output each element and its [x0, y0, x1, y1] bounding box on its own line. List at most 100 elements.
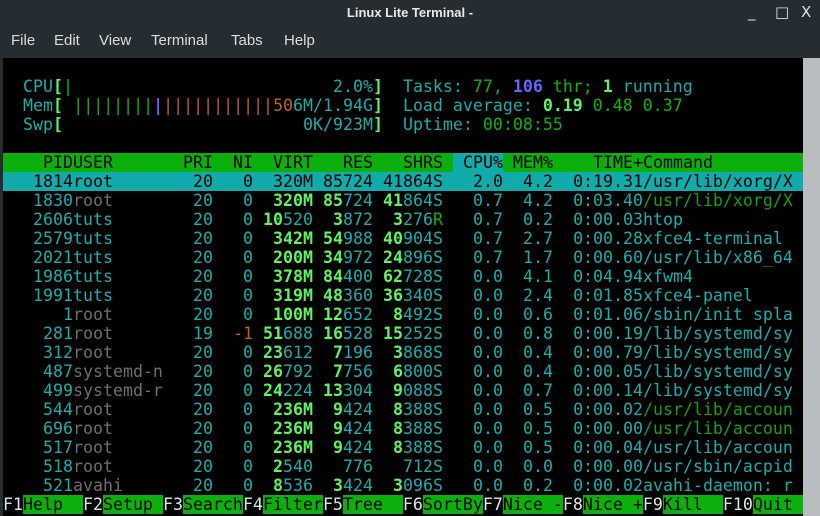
process-row[interactable]: 487systemd-n 20 0 26792 7756 6800S 0.0 0.4 0:00.…: [3, 362, 803, 381]
mem-meter-bar: ||||||||||||||||||||506M/1.94G: [63, 96, 373, 115]
column-header-ni[interactable]: NI: [233, 153, 253, 172]
menu-view[interactable]: View: [99, 32, 132, 49]
state: R: [433, 210, 443, 229]
function-key-f8[interactable]: F8Nice +: [563, 495, 643, 514]
value-low: 304: [343, 381, 373, 400]
function-key-f10[interactable]: F10Quit: [723, 495, 803, 514]
command: /lib/systemd/sy: [643, 381, 793, 400]
mem: 2.4: [523, 286, 553, 305]
mem: 0.8: [523, 324, 553, 343]
user: avahi: [73, 476, 123, 495]
process-row[interactable]: 499systemd-r 20 0 24224 13304 9088S 0.0 0.7 0:00…: [3, 381, 803, 400]
cell-pid: 312: [3, 343, 73, 362]
mem: 0.2: [523, 476, 553, 495]
function-key-f2[interactable]: F2Setup: [83, 495, 163, 514]
cell-res: 12652: [313, 305, 373, 324]
column-header-user[interactable]: USER: [73, 153, 113, 172]
process-row[interactable]: 521avahi 20 0 8536 3424 3096S 0.0 0.2 0:00.02ava…: [3, 476, 803, 495]
process-row[interactable]: 1root 20 0 100M 12652 8492S 0.0 0.6 0:01.06/sbin…: [3, 305, 803, 324]
column-header-virt[interactable]: VIRT: [273, 153, 313, 172]
maximize-button[interactable]: □: [775, 3, 790, 21]
cpu: 0.0: [473, 343, 503, 362]
cell-mem: 2.7: [503, 229, 553, 248]
column-header-mem[interactable]: MEM%: [513, 153, 553, 172]
process-row[interactable]: 2606tuts 20 0 10520 3872 3276R 0.7 0.2 0:00.03ht…: [3, 210, 803, 229]
function-key-f6[interactable]: F6SortBy: [403, 495, 483, 514]
value-high: 3: [393, 476, 404, 495]
value-high: 3: [333, 476, 344, 495]
command: htop: [643, 210, 683, 229]
process-row[interactable]: 518root 20 0 2540 776 712S 0.0 0.0 0:00.00/usr/s…: [3, 457, 803, 476]
process-row[interactable]: 1814root 20 0 320M 85724 41864S 2.0 4.2 0:19.31/…: [3, 172, 803, 191]
process-row[interactable]: 2021tuts 20 0 200M 34972 24896S 0.7 1.7 0:00.60/…: [3, 248, 803, 267]
state: S: [433, 476, 443, 495]
process-row[interactable]: 1986tuts 20 0 378M 84400 62728S 0.0 4.1 0:04.94x…: [3, 267, 803, 286]
function-key-f1[interactable]: F1Help: [3, 495, 83, 514]
mem: 0.4: [523, 343, 553, 362]
cell-virt: 342M: [253, 229, 313, 248]
cell-pri: 20: [173, 381, 213, 400]
function-key-f7[interactable]: F7Nice -: [483, 495, 563, 514]
running-count: 1: [602, 77, 613, 96]
process-row[interactable]: 1991tuts 20 0 319M 48360 36340S 0.0 2.4 0:01.85x…: [3, 286, 803, 305]
cell-pri: 20: [173, 210, 213, 229]
column-header-time[interactable]: TIME+: [593, 153, 643, 172]
column-header-shr[interactable]: SHR: [403, 153, 433, 172]
function-key-f3[interactable]: F3Search: [163, 495, 243, 514]
cpu: 2.0: [473, 172, 503, 191]
minimize-button[interactable]: _: [748, 3, 756, 21]
user: tuts: [73, 267, 113, 286]
cell-mem: 2.4: [503, 286, 553, 305]
terminal-screen[interactable]: CPU[| 2.0%] Tasks: 77, 106 thr; 1 running…: [3, 58, 803, 516]
command: /usr/lib/xorg/X: [643, 191, 793, 210]
process-row[interactable]: 281root 19 -1 51688 16528 15252S 0.0 0.8 0:00.19…: [3, 324, 803, 343]
time: 0:00.00: [573, 457, 643, 476]
function-key-label: Setup: [102, 495, 163, 514]
value-low: 864: [403, 172, 433, 191]
cell-res: 13304: [313, 381, 373, 400]
column-header-pid[interactable]: PID: [43, 153, 73, 172]
cell-mem: 1.7: [503, 248, 553, 267]
process-row[interactable]: 517root 20 0 236M 9424 8388S 0.0 0.5 0:00.04/usr…: [3, 438, 803, 457]
column-header-cmd[interactable]: Command: [643, 153, 713, 172]
scrollbar[interactable]: [803, 58, 820, 516]
process-row[interactable]: 1830root 20 0 320M 85724 41864S 0.7 4.2 0:03.40/…: [3, 191, 803, 210]
menu-terminal[interactable]: Terminal: [151, 32, 208, 49]
cell-time: 0:00.05: [553, 362, 643, 381]
process-row[interactable]: 544root 20 0 236M 9424 8388S 0.0 0.5 0:00.02/usr…: [3, 400, 803, 419]
cell-ni: 0: [213, 362, 253, 381]
cell-cpu: 0.0: [453, 381, 503, 400]
close-button[interactable]: X: [801, 3, 812, 21]
cell-pri: 20: [173, 305, 213, 324]
value-low: 540: [283, 457, 313, 476]
cell-res: 776: [313, 457, 373, 476]
mem-buffers-segment: |: [153, 96, 164, 115]
function-key-f4[interactable]: F4Filter: [243, 495, 323, 514]
menu-file[interactable]: File: [11, 32, 36, 49]
cpu-meter-value: 2.0%: [333, 77, 373, 96]
cell-time: 0:00.28: [553, 229, 643, 248]
value: 320M: [273, 172, 313, 191]
function-key-f5[interactable]: F5Tree: [323, 495, 403, 514]
cell-cpu: 0.7: [453, 229, 503, 248]
column-header-cpu[interactable]: CPU%: [453, 153, 503, 172]
process-row[interactable]: 312root 20 0 23612 7196 3868S 0.0 0.4 0:00.79/li…: [3, 343, 803, 362]
pri: 20: [193, 438, 213, 457]
function-key-f9[interactable]: F9Kill: [643, 495, 723, 514]
column-header-pri[interactable]: PRI: [183, 153, 213, 172]
value-high: 10: [263, 210, 284, 229]
mem: 0.0: [523, 457, 553, 476]
menu-edit[interactable]: Edit: [54, 32, 80, 49]
cell-pid: 1991: [3, 286, 73, 305]
process-row[interactable]: 696root 20 0 236M 9424 8388S 0.0 0.5 0:00.00/usr…: [3, 419, 803, 438]
process-row[interactable]: 2579tuts 20 0 342M 54988 40904S 0.7 2.7 0:00.28x…: [3, 229, 803, 248]
spacer: [383, 115, 403, 134]
cell-res: 9424: [313, 438, 373, 457]
mem-meter-label: Mem: [22, 96, 53, 115]
process-table-header: PIDUSER PRI NI VIRT RES SHRS CPU% MEM% TIME+Comm…: [3, 153, 803, 172]
menu-help[interactable]: Help: [284, 32, 315, 49]
value-high: 62: [383, 267, 404, 286]
column-header-res[interactable]: RES: [343, 153, 373, 172]
menu-tabs[interactable]: Tabs: [231, 32, 263, 49]
column-header-s[interactable]: S: [433, 153, 443, 172]
